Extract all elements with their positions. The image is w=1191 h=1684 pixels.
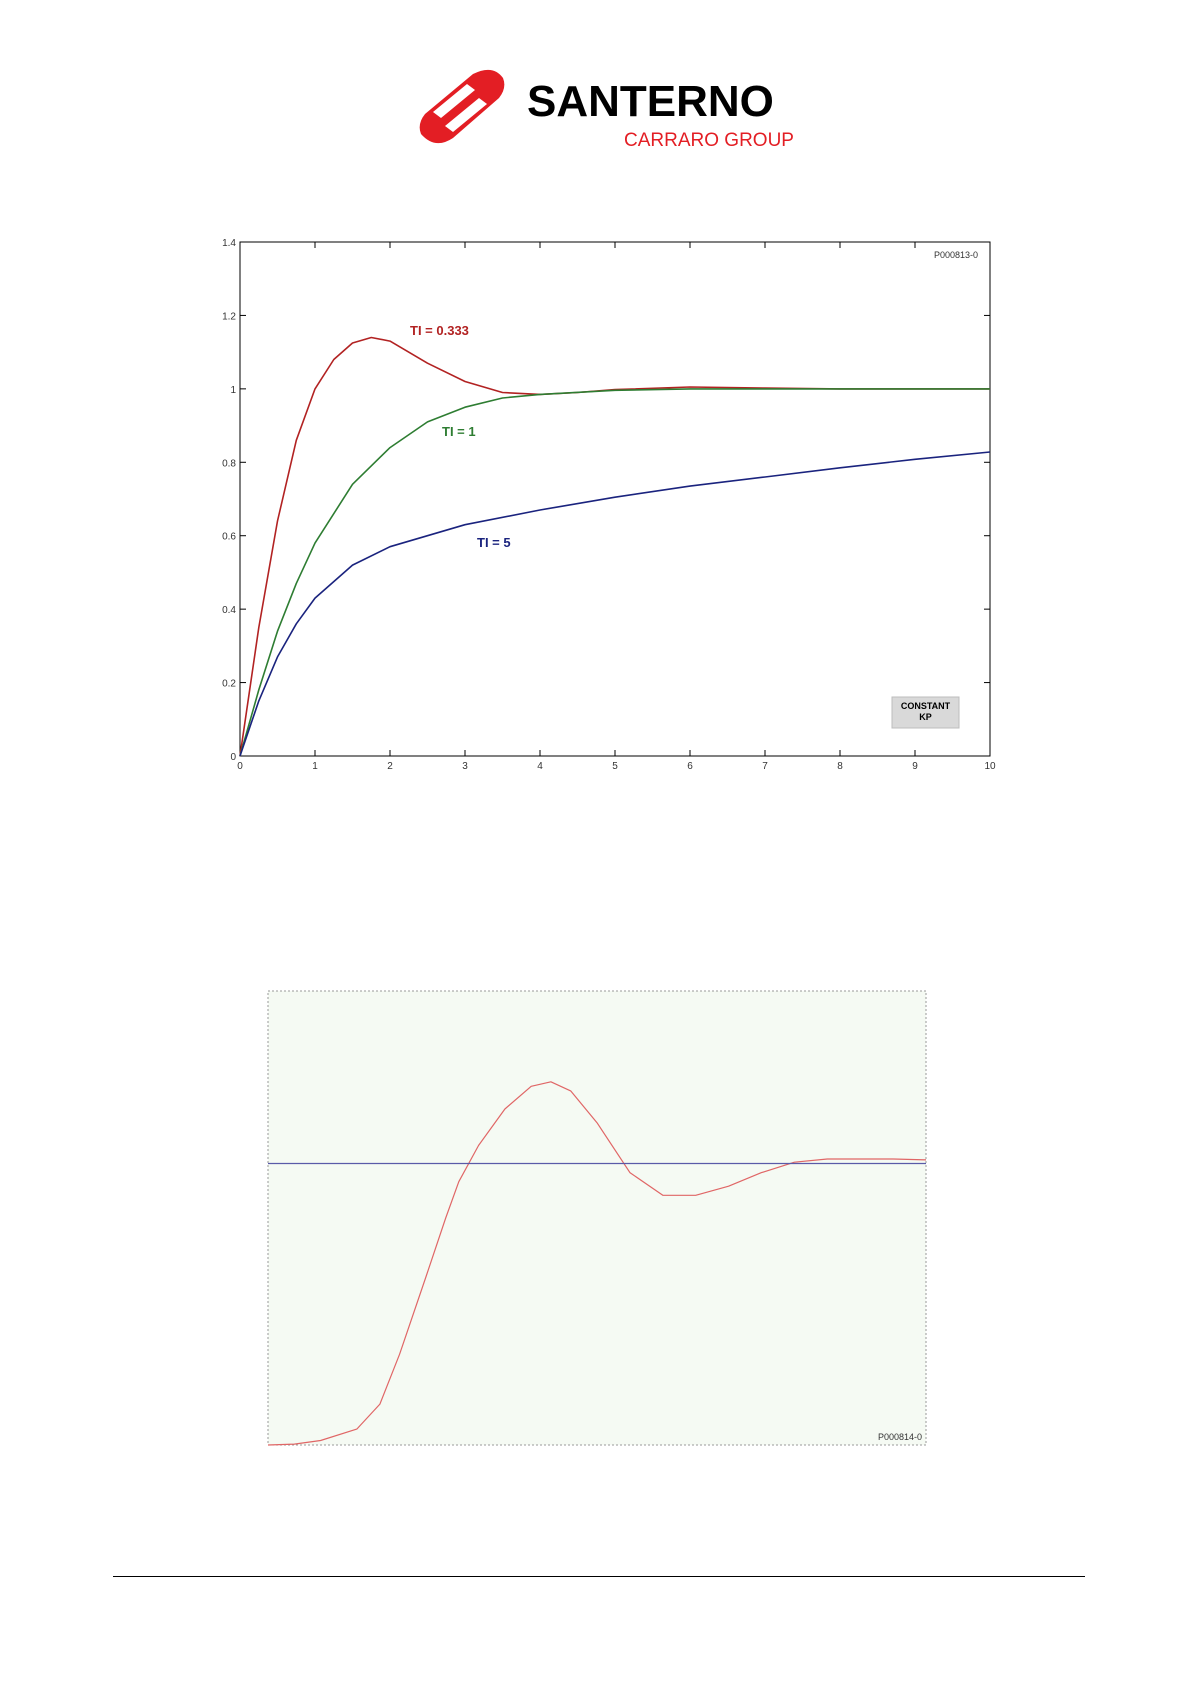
y-tick-label: 1 bbox=[230, 385, 236, 396]
santerno-logo: SANTERNO CARRARO GROUP bbox=[419, 69, 794, 151]
y-tick-label: 0.6 bbox=[222, 532, 236, 543]
y-tick-label: 1.4 bbox=[222, 238, 236, 249]
series-line bbox=[239, 336, 990, 757]
series-label-ti-0333: TI = 0.333 bbox=[410, 323, 469, 338]
y-tick-label: 0.4 bbox=[222, 605, 236, 616]
x-tick-label: 9 bbox=[912, 761, 918, 772]
plot-area bbox=[239, 241, 991, 757]
logo-group-text: CARRARO GROUP bbox=[624, 130, 794, 151]
y-tick-label: 1.2 bbox=[222, 311, 236, 322]
series-line bbox=[239, 388, 990, 757]
logo-brand-text: SANTERNO bbox=[527, 77, 774, 126]
series-label-ti-5: TI = 5 bbox=[477, 535, 511, 550]
x-tick-label: 0 bbox=[237, 761, 243, 772]
series-line bbox=[239, 451, 991, 757]
y-tick-label: 0.8 bbox=[222, 458, 236, 469]
x-tick-label: 10 bbox=[984, 761, 996, 772]
chart1-ref-code: P000813-0 bbox=[934, 250, 978, 260]
x-tick-label: 5 bbox=[612, 761, 618, 772]
x-tick-label: 4 bbox=[537, 761, 543, 772]
chart2-ref-code: P000814-0 bbox=[878, 1432, 922, 1442]
plot-area-2 bbox=[267, 990, 927, 1446]
x-tick-label: 3 bbox=[462, 761, 468, 772]
x-tick-label: 1 bbox=[312, 761, 318, 772]
x-tick-label: 8 bbox=[837, 761, 843, 772]
x-tick-label: 2 bbox=[387, 761, 393, 772]
y-tick-label: 0.2 bbox=[222, 679, 236, 690]
series-group bbox=[239, 336, 991, 757]
y-tick-label: 0 bbox=[230, 752, 236, 763]
constant-kp-box: CONSTANT KP bbox=[891, 696, 960, 729]
x-tick-label: 7 bbox=[762, 761, 768, 772]
constant-kp-line2: KP bbox=[919, 712, 932, 722]
footer-rule bbox=[113, 1576, 1085, 1577]
series-group-2 bbox=[267, 1081, 927, 1446]
series-label-ti-1: TI = 1 bbox=[442, 424, 476, 439]
logo-emblem-icon bbox=[419, 69, 505, 144]
series-line bbox=[267, 1081, 927, 1446]
x-tick-label: 6 bbox=[687, 761, 693, 772]
constant-kp-line1: CONSTANT bbox=[901, 701, 951, 711]
step-response-chart: 0 1 2 3 4 5 6 7 8 9 10 0 0.2 0.4 0.6 0.8 1 1.2 1.4 P000813… bbox=[222, 238, 996, 772]
